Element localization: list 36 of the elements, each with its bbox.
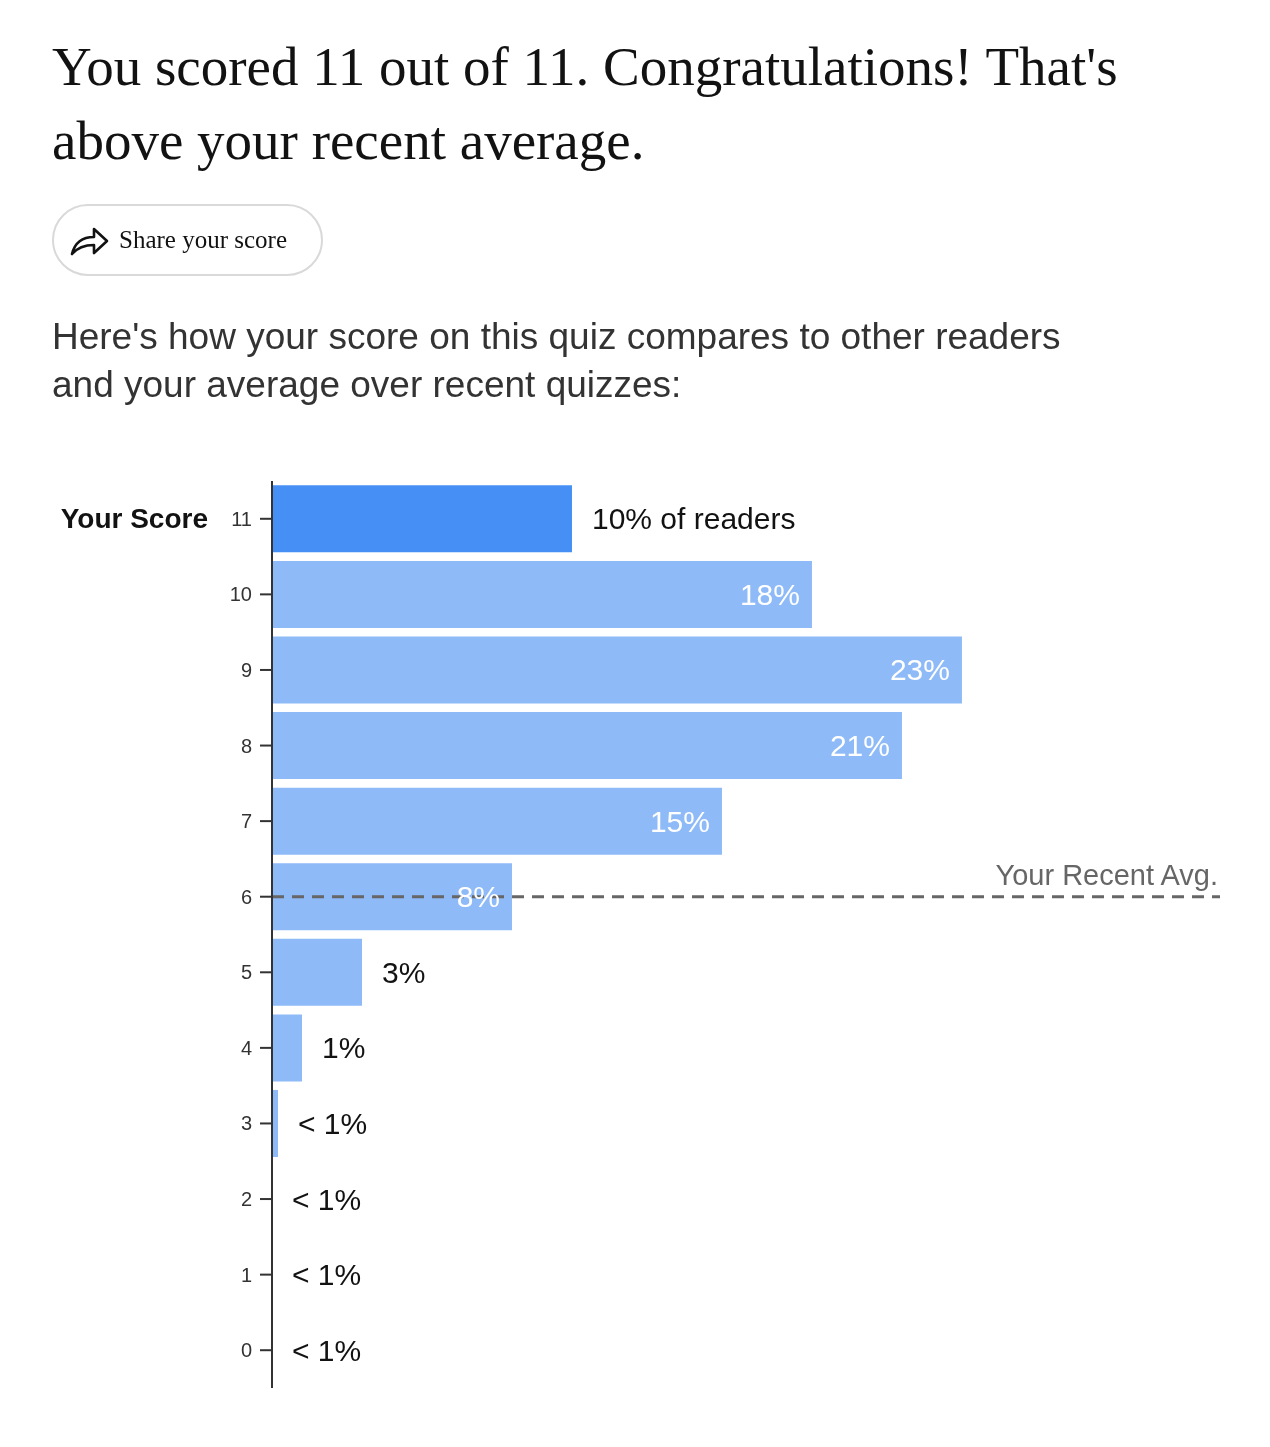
bar: [272, 1014, 302, 1082]
y-tick-label: 8: [240, 734, 252, 757]
y-tick-label: 9: [240, 658, 252, 681]
data-label: 23%: [889, 653, 950, 687]
text: Your Score: [60, 503, 208, 535]
data-label: 3%: [381, 955, 426, 989]
chart-title: You scored 11 out of 11. Congratulations! That's above your recent average.: [52, 35, 1119, 173]
bar: [272, 938, 362, 1006]
y-tick-label: 1: [240, 1263, 252, 1286]
data-label: 18%: [739, 577, 800, 611]
y-tick-label: 2: [240, 1188, 252, 1211]
y-tick-label: 3: [240, 1112, 252, 1135]
bar: [272, 787, 722, 855]
data-label: 21%: [829, 729, 890, 763]
data-label: 15%: [649, 804, 710, 838]
chart-subtitle: Here's how your score on this quiz compares to other readers and your average over recent quizzes:: [52, 315, 1062, 407]
data-label: 1%: [322, 1031, 366, 1065]
bar: [272, 485, 572, 553]
y-tick-label: 5: [240, 961, 252, 984]
bar: [272, 712, 902, 780]
y-tick-label: 11: [231, 507, 252, 530]
bar: [272, 863, 512, 931]
data-label: 10% of readers: [591, 502, 796, 536]
y-tick-label: 10: [229, 583, 252, 606]
data-label: < 1%: [292, 1258, 362, 1292]
data-label: < 1%: [298, 1106, 368, 1140]
bar: [272, 636, 962, 704]
data-label: < 1%: [292, 1182, 362, 1216]
ref-line-label: Your Recent Avg.: [995, 858, 1218, 891]
y-tick-label: 4: [240, 1036, 252, 1059]
y-tick-label: 7: [240, 810, 252, 833]
data-label: < 1%: [292, 1333, 362, 1367]
y-tick-label: 6: [240, 885, 252, 908]
share-button: Share your score: [52, 204, 323, 276]
y-tick-label: 0: [240, 1339, 252, 1362]
bar: [272, 560, 812, 628]
